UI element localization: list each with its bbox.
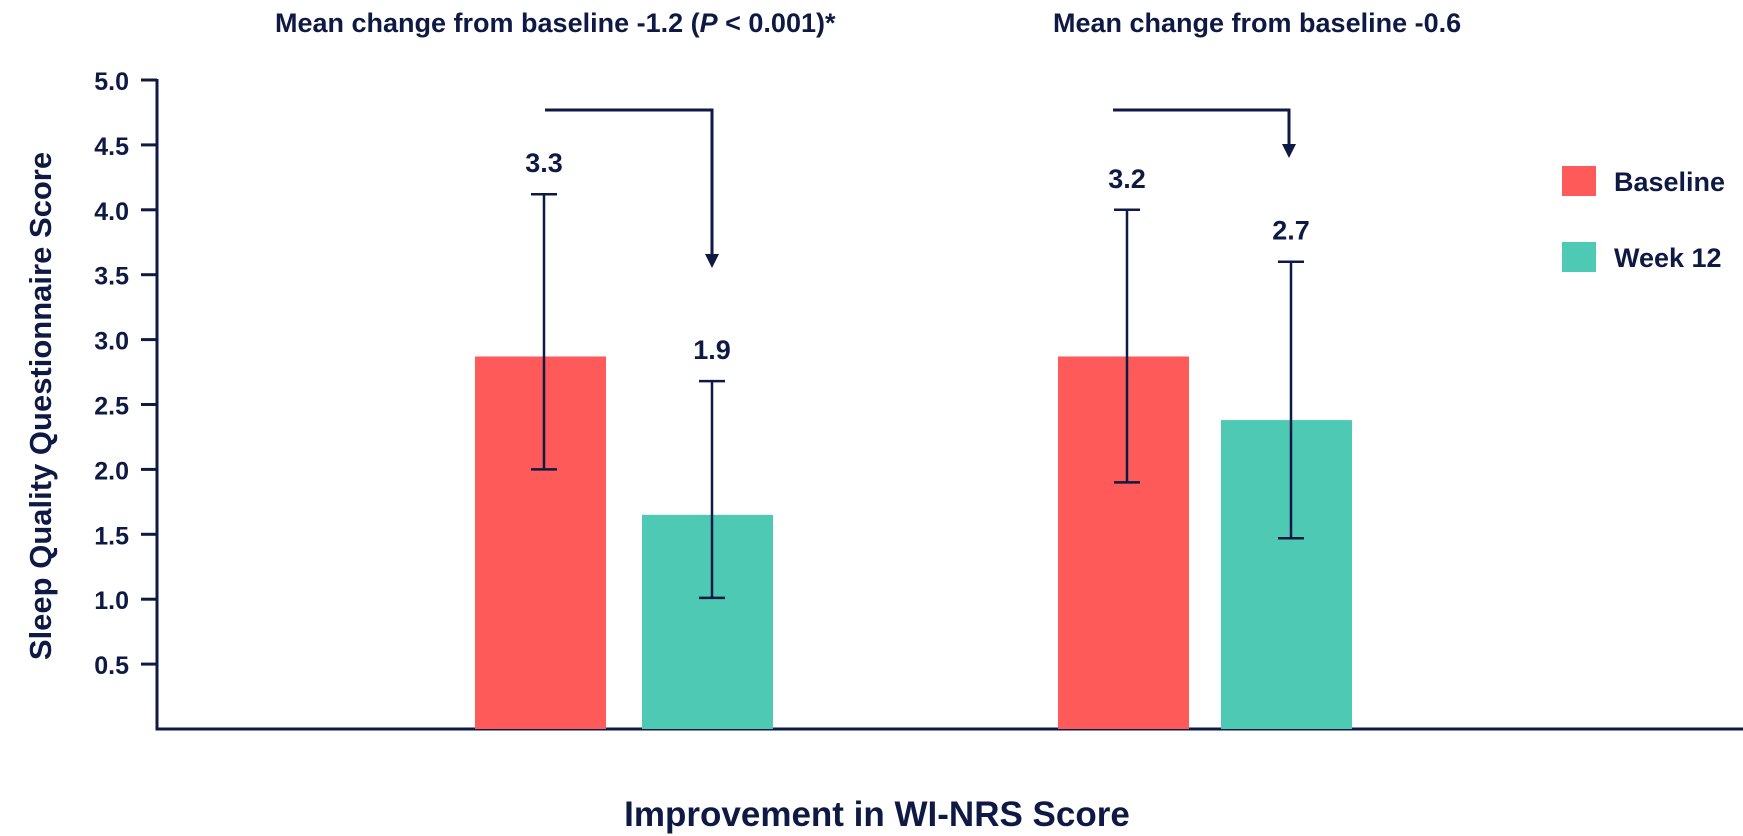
change-arrow-head xyxy=(1282,144,1296,158)
bar-week-12 xyxy=(642,514,773,729)
y-tick-label: 5.0 xyxy=(94,68,129,96)
y-axis-label: Sleep Quality Questionnaire Score xyxy=(23,152,58,660)
mean-change-annotation: Mean change from baseline -0.6 xyxy=(1053,8,1461,38)
annotation-italic: P xyxy=(700,8,719,38)
data-label: 1.9 xyxy=(693,335,731,365)
bar-baseline xyxy=(475,356,606,729)
legend-label: Week 12 xyxy=(1614,243,1722,273)
legend-swatch xyxy=(1562,166,1596,196)
change-arrow-head xyxy=(705,254,719,268)
mean-change-annotation: Mean change from baseline -1.2 (P < 0.00… xyxy=(275,8,836,38)
bar-baseline xyxy=(1058,356,1189,729)
y-axis: 0.5 1.0 1.5 2.0 2.5 3.0 3.5 4.0 4.5 5.0 xyxy=(94,68,1743,731)
annotation-text: Mean change from baseline -0.6 xyxy=(1053,8,1461,38)
x-axis-label: Improvement in WI-NRS Score xyxy=(624,795,1130,834)
y-tick-label: 3.0 xyxy=(94,328,129,356)
annotations: Mean change from baseline -1.2 (P < 0.00… xyxy=(275,8,1461,38)
change-arrow-line xyxy=(1113,108,1291,144)
y-tick-label: 1.0 xyxy=(94,587,129,615)
y-tick-label: 2.5 xyxy=(94,393,129,421)
annotation-text-after: < 0.001)* xyxy=(718,8,836,38)
legend: Baseline Week 12 xyxy=(1562,166,1725,273)
y-tick-label: 1.5 xyxy=(94,522,129,550)
bar-week-12 xyxy=(1221,420,1352,729)
annotation-text: Mean change from baseline -1.2 ( xyxy=(275,8,700,38)
y-tick-label: 4.0 xyxy=(94,198,129,226)
y-tick-label: 4.5 xyxy=(94,133,129,161)
y-tick-label: 2.0 xyxy=(94,457,129,485)
data-label: 3.2 xyxy=(1108,164,1146,194)
data-label: 3.3 xyxy=(525,148,563,178)
legend-label: Baseline xyxy=(1614,167,1725,197)
legend-swatch xyxy=(1562,242,1596,272)
change-arrows xyxy=(545,108,1296,268)
change-arrow-line xyxy=(545,108,714,254)
bars xyxy=(475,356,1352,729)
error-bars xyxy=(531,192,1304,600)
data-labels: 3.3 3.2 1.9 2.7 xyxy=(525,148,1310,365)
y-tick-label: 0.5 xyxy=(94,652,129,680)
y-tick-label: 3.5 xyxy=(94,263,129,291)
data-label: 2.7 xyxy=(1272,216,1310,246)
